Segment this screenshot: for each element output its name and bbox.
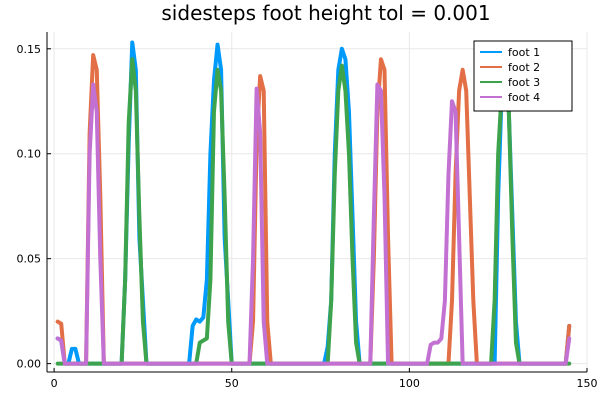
legend-label-2: foot 2 xyxy=(508,61,540,74)
chart-title: sidesteps foot height tol = 0.001 xyxy=(161,1,490,25)
y-tick-label: 0.00 xyxy=(17,358,42,371)
legend-label-1: foot 1 xyxy=(508,46,540,59)
y-tick-label: 0.10 xyxy=(17,148,42,161)
series-group xyxy=(55,40,572,366)
series-line-4 xyxy=(55,82,572,366)
legend: foot 1 foot 2 foot 3 foot 4 xyxy=(473,40,573,112)
x-tick-label: 50 xyxy=(225,377,239,390)
y-tick-label: 0.05 xyxy=(17,253,42,266)
legend-label-4: foot 4 xyxy=(508,91,540,104)
legend-label-3: foot 3 xyxy=(508,76,540,89)
axes xyxy=(46,32,587,373)
ticks: 0 50 100 150 0.00 0.05 0.10 0.15 xyxy=(17,43,598,390)
y-tick-label: 0.15 xyxy=(17,43,42,56)
x-tick-label: 100 xyxy=(399,377,420,390)
x-tick-label: 0 xyxy=(51,377,58,390)
x-tick-label: 150 xyxy=(577,377,598,390)
